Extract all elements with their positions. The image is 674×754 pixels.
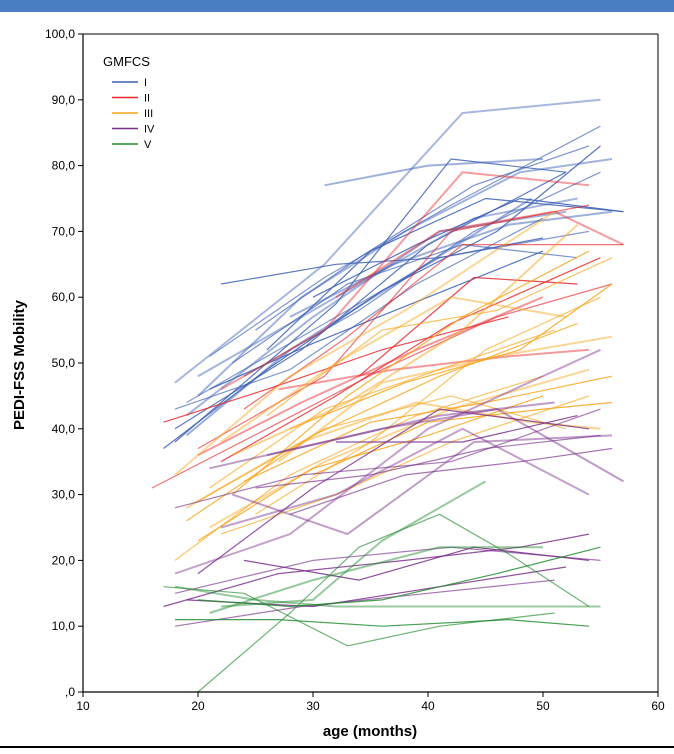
series-III-line-4 bbox=[232, 250, 590, 496]
series-I-line-5 bbox=[209, 125, 601, 357]
series-I-line-0 bbox=[174, 98, 601, 384]
series-IV-line-10 bbox=[336, 415, 578, 443]
series-III-line-9 bbox=[277, 335, 613, 463]
series-V-line-1 bbox=[175, 618, 590, 627]
series-II-line-9 bbox=[197, 296, 544, 456]
series-III-line-2 bbox=[197, 395, 567, 502]
y-tick-label-3: 30,0 bbox=[52, 488, 76, 502]
series-III-line-7 bbox=[243, 375, 613, 482]
legend-title: GMFCS bbox=[103, 54, 150, 69]
series-II-line-4 bbox=[163, 316, 509, 423]
y-tick-label-6: 60,0 bbox=[52, 290, 76, 304]
series-III-line-14 bbox=[209, 329, 555, 489]
series-III-line-6 bbox=[220, 296, 567, 443]
series-I-line-1 bbox=[174, 158, 567, 443]
series-V-line-4 bbox=[197, 546, 601, 608]
series-I-line-19 bbox=[312, 197, 624, 298]
series-IV-line-4 bbox=[163, 533, 590, 608]
series-IV-line-13 bbox=[243, 546, 590, 581]
series-V bbox=[163, 480, 601, 693]
series-IV-line-11 bbox=[174, 579, 555, 627]
series-I-line-13 bbox=[163, 145, 601, 449]
y-tick-label-0: ,0 bbox=[65, 685, 75, 699]
x-axis-label: age (months) bbox=[323, 723, 417, 740]
series-II-line-3 bbox=[335, 210, 624, 299]
legend-label-IV: IV bbox=[144, 124, 155, 136]
series-II-line-8 bbox=[243, 244, 624, 410]
y-tick-label-2: 20,0 bbox=[52, 553, 76, 567]
series-IV-line-12 bbox=[266, 408, 624, 483]
tick-marks: ,0 10,0 20,0 30,0 40,0 50,0 60,0 70,0 80,0 90,0 10… bbox=[45, 27, 665, 713]
series-I bbox=[163, 98, 624, 449]
series-IV-line-6 bbox=[232, 434, 613, 536]
x-tick-label-1: 20 bbox=[191, 699, 205, 713]
series-IV-line-0 bbox=[174, 348, 601, 575]
y-tick-label-7: 70,0 bbox=[52, 224, 76, 238]
x-tick-label-4: 50 bbox=[536, 699, 550, 713]
series-V-line-3 bbox=[220, 480, 486, 608]
y-tick-label-9: 90,0 bbox=[52, 93, 76, 107]
series-I-line-12 bbox=[324, 158, 544, 187]
series-IV-line-3 bbox=[220, 427, 590, 529]
top-accent-bar bbox=[0, 0, 674, 12]
legend-label-I: I bbox=[144, 77, 147, 89]
series-II-line-7 bbox=[358, 276, 578, 377]
series-I-line-17 bbox=[255, 145, 590, 331]
series-III-line-0 bbox=[174, 210, 556, 476]
series-IV-line-14 bbox=[289, 447, 613, 515]
series-I-line-15 bbox=[289, 210, 613, 318]
bottom-rule bbox=[0, 746, 674, 748]
series-III-line-15 bbox=[232, 224, 579, 457]
y-axis-label: PEDI-FSS Mobility bbox=[11, 299, 28, 430]
series-II-line-6 bbox=[278, 348, 590, 391]
series-II-line-5 bbox=[151, 283, 613, 489]
series-V-line-0 bbox=[174, 585, 601, 608]
series-II-line-1 bbox=[220, 257, 601, 463]
series-II bbox=[151, 171, 624, 489]
series-III-line-8 bbox=[255, 296, 601, 515]
y-tick-label-8: 80,0 bbox=[52, 159, 76, 173]
series-V-line-5 bbox=[163, 586, 555, 647]
x-tick-label-3: 40 bbox=[421, 699, 435, 713]
series-III-line-11 bbox=[266, 257, 613, 417]
series-I-line-14 bbox=[232, 244, 578, 364]
x-tick-label-5: 60 bbox=[651, 699, 665, 713]
series-I-line-10 bbox=[266, 197, 624, 351]
series-lines bbox=[151, 98, 624, 693]
series-IV-line-2 bbox=[174, 408, 601, 509]
series-I-line-9 bbox=[197, 158, 613, 397]
legend-label-III: III bbox=[144, 108, 153, 120]
series-IV-line-5 bbox=[174, 546, 601, 594]
y-tick-label-5: 50,0 bbox=[52, 356, 76, 370]
x-tick-label-2: 30 bbox=[306, 699, 320, 713]
series-I-line-16 bbox=[209, 250, 544, 390]
x-tick-label-0: 10 bbox=[76, 699, 90, 713]
y-tick-label-1: 10,0 bbox=[52, 619, 76, 633]
series-I-line-18 bbox=[185, 197, 533, 437]
legend-label-V: V bbox=[144, 139, 152, 151]
legend-label-II: II bbox=[144, 93, 150, 105]
series-IV-line-8 bbox=[255, 434, 601, 489]
y-tick-label-4: 40,0 bbox=[52, 422, 76, 436]
series-III-line-13 bbox=[289, 283, 613, 430]
series-IV-line-1 bbox=[197, 408, 590, 575]
series-IV-line-9 bbox=[209, 401, 555, 470]
y-tick-label-10: 100,0 bbox=[45, 27, 75, 41]
series-V-line-2 bbox=[197, 513, 590, 693]
series-V-line-6 bbox=[209, 546, 543, 614]
series-IV bbox=[163, 348, 624, 627]
series-III-line-3 bbox=[209, 368, 590, 529]
series-II-line-0 bbox=[220, 171, 590, 391]
series-III-line-5 bbox=[174, 375, 544, 561]
